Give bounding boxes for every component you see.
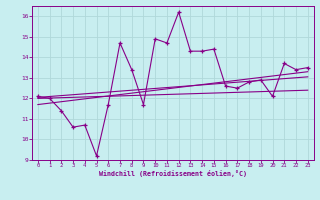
X-axis label: Windchill (Refroidissement éolien,°C): Windchill (Refroidissement éolien,°C) [99,170,247,177]
